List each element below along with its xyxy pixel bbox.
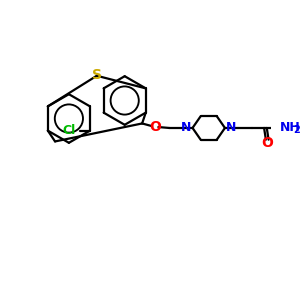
Text: O: O: [261, 136, 273, 150]
Text: Cl: Cl: [62, 124, 76, 137]
Text: O: O: [149, 120, 161, 134]
Text: NH: NH: [280, 121, 300, 134]
Text: N: N: [226, 122, 236, 134]
Text: S: S: [92, 68, 102, 82]
Text: 2: 2: [293, 125, 300, 135]
Text: N: N: [181, 122, 192, 134]
